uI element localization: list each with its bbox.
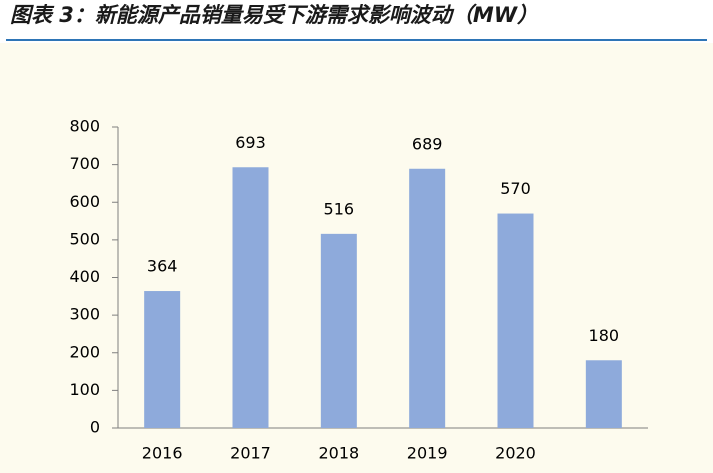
y-tick-label: 800: [69, 117, 100, 136]
y-tick-label: 200: [69, 342, 100, 361]
data-label: 570: [500, 179, 531, 198]
data-label: 689: [412, 134, 443, 153]
y-tick-label: 0: [90, 418, 100, 437]
bar: [409, 168, 446, 429]
chart-title: 图表 3：新能源产品销量易受下游需求影响波动（MW）: [10, 3, 538, 27]
x-tick-label: 2017: [230, 444, 271, 463]
y-tick-label: 600: [69, 192, 100, 211]
bar: [232, 167, 269, 429]
y-tick-label: 100: [69, 380, 100, 399]
y-tick-label: 300: [69, 305, 100, 324]
data-label: 180: [589, 326, 620, 345]
x-tick-label: 2019: [407, 444, 448, 463]
x-tick-label: 2020: [495, 444, 536, 463]
bar: [497, 213, 534, 428]
data-label: 693: [235, 133, 266, 152]
bar: [585, 360, 622, 428]
x-tick-label: 2016: [142, 444, 183, 463]
bar: [320, 233, 357, 428]
data-label: 516: [324, 199, 355, 218]
y-tick-label: 700: [69, 154, 100, 173]
y-tick-label: 400: [69, 267, 100, 286]
y-tick-label: 500: [69, 229, 100, 248]
x-tick-label: 2018: [318, 444, 359, 463]
bar: [144, 291, 181, 428]
data-label: 364: [147, 257, 178, 276]
